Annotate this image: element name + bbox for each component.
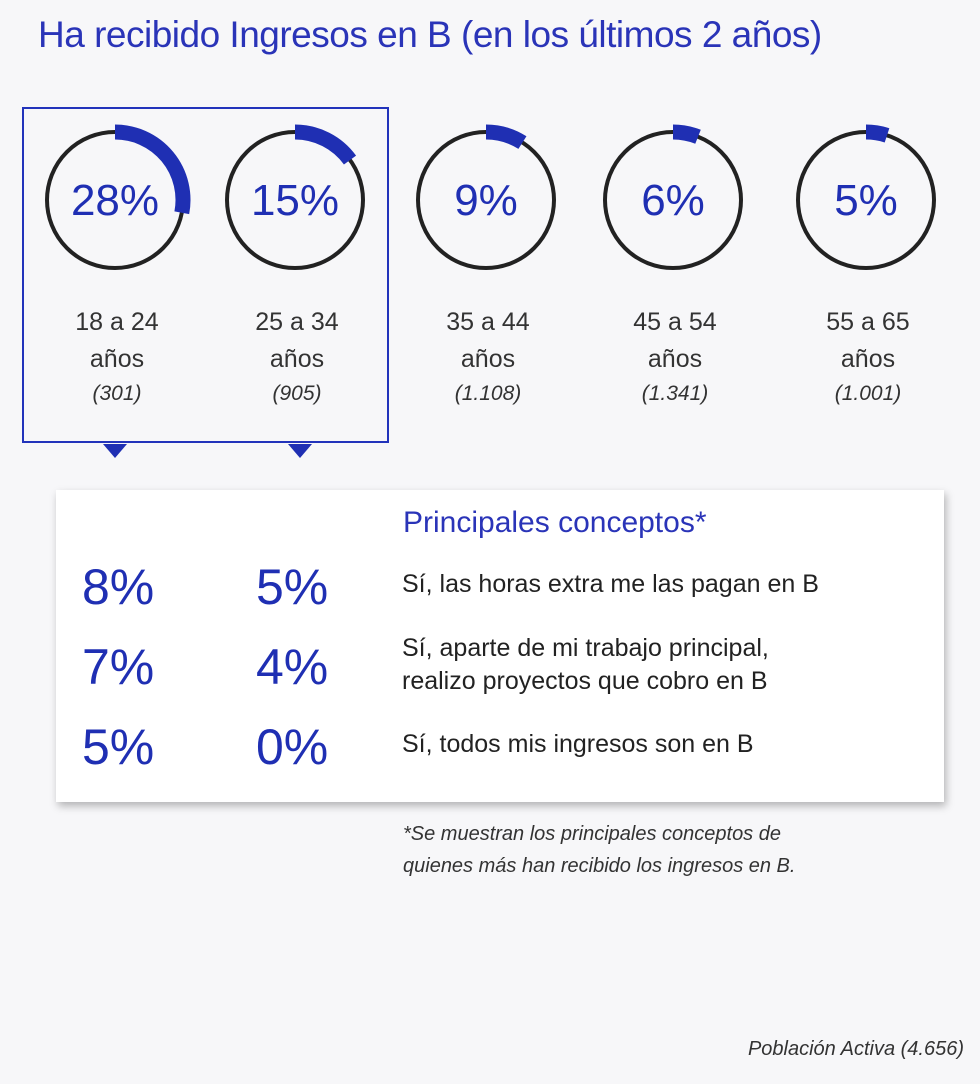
gauge-item: 6% 45 a 54 años (1.341)	[590, 122, 760, 406]
gauge-arc	[865, 124, 890, 143]
sample-size: (301)	[92, 382, 142, 405]
gauge-chart: 5%	[796, 124, 936, 270]
concept-label-line: realizo proyectos que cobro en B	[402, 667, 768, 695]
sample-size: (905)	[272, 382, 322, 405]
age-range: 18 a 24	[75, 308, 159, 336]
concept-value-b: 4%	[256, 639, 329, 695]
gauge-value-label: 15%	[251, 176, 339, 225]
gauge-arc	[294, 124, 357, 165]
footnote: *Se muestran los principales conceptos d…	[403, 818, 943, 882]
footnote-line: quienes más han recibido los ingresos en…	[403, 855, 796, 877]
source-note: Población Activa (4.656)	[747, 1038, 964, 1060]
concept-value-a: 8%	[82, 559, 155, 615]
gauge-arc	[485, 124, 527, 150]
concept-label-line: Sí, aparte de mi trabajo principal,	[402, 634, 769, 662]
gauge-arc	[672, 124, 701, 144]
gauge-item: 9% 35 a 44 años (1.108)	[403, 122, 573, 406]
age-unit: años	[269, 345, 325, 373]
age-unit: años	[460, 345, 516, 373]
age-range: 55 a 65	[826, 308, 910, 336]
age-group-label: 55 a 65 años	[783, 304, 953, 378]
concept-label-line: Sí, las horas extra me las pagan en B	[402, 570, 819, 598]
age-range: 35 a 44	[446, 308, 530, 336]
sample-size: (1.108)	[454, 382, 522, 405]
concept-label: Sí, aparte de mi trabajo principal, real…	[402, 632, 769, 698]
concept-value-b: 0%	[256, 719, 329, 775]
concept-label: Sí, las horas extra me las pagan en B	[402, 568, 819, 601]
age-range: 25 a 34	[255, 308, 339, 336]
gauge-chart: 9%	[416, 124, 556, 270]
gauge-value-label: 6%	[641, 176, 705, 225]
age-group-label: 25 a 34 años	[212, 304, 382, 378]
concepts-panel: Principales conceptos* 8% 5% Sí, las hor…	[56, 490, 944, 802]
age-group-label: 45 a 54 años	[590, 304, 760, 378]
gauge-value-label: 28%	[71, 176, 159, 225]
age-group-label: 18 a 24 años	[32, 304, 202, 378]
pointer-arrow-2	[288, 444, 312, 458]
pointer-arrow-1	[103, 444, 127, 458]
sample-size: (1.341)	[641, 382, 709, 405]
age-unit: años	[840, 345, 896, 373]
age-unit: años	[89, 345, 145, 373]
concept-value-a: 5%	[82, 719, 155, 775]
sample-size: (1.001)	[834, 382, 902, 405]
concepts-title: Principales conceptos*	[403, 506, 707, 539]
concept-value-a: 7%	[82, 639, 155, 695]
gauge-value-label: 9%	[454, 176, 518, 225]
footnote-line: *Se muestran los principales conceptos d…	[403, 823, 781, 845]
gauge-item: 5% 55 a 65 años (1.001)	[783, 122, 953, 406]
gauge-item: 28% 18 a 24 años (301)	[32, 122, 202, 406]
highlight-box	[22, 107, 389, 443]
gauge-chart: 28%	[45, 124, 191, 270]
gauge-arc	[114, 124, 191, 215]
age-unit: años	[647, 345, 703, 373]
gauge-value-label: 5%	[834, 176, 898, 225]
gauge-chart: 15%	[225, 124, 365, 270]
age-group-label: 35 a 44 años	[403, 304, 573, 378]
gauge-item: 15% 25 a 34 años (905)	[212, 122, 382, 406]
gauge-chart: 6%	[603, 124, 743, 270]
concept-value-b: 5%	[256, 559, 329, 615]
concept-label-line: Sí, todos mis ingresos son en B	[402, 730, 754, 758]
page-title: Ha recibido Ingresos en B (en los último…	[38, 14, 822, 55]
concept-label: Sí, todos mis ingresos son en B	[402, 728, 754, 761]
age-range: 45 a 54	[633, 308, 717, 336]
